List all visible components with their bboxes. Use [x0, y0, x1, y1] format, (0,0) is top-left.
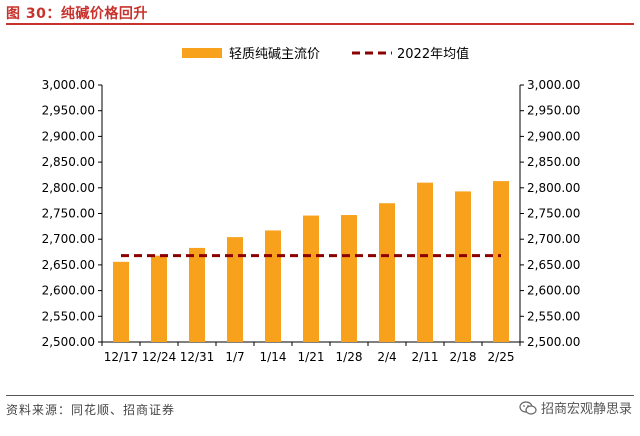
- y-tick-label-left: 2,600.00: [42, 284, 95, 298]
- y-tick-label-left: 2,800.00: [42, 181, 95, 195]
- x-tick-label: 2/4: [377, 350, 396, 364]
- footer-rule: [6, 395, 634, 396]
- legend-swatch-bar: [182, 48, 222, 58]
- y-tick-label-left: 2,850.00: [42, 155, 95, 169]
- y-tick-label-right: 2,600.00: [527, 284, 580, 298]
- legend-label-bar: 轻质纯碱主流价: [229, 47, 320, 62]
- x-tick-label: 12/24: [142, 350, 177, 364]
- y-axis-right-ticks: 2,500.00 2,550.00 2,600.00 2,650.00 2,700.00…: [520, 78, 580, 349]
- title-rule: [6, 23, 634, 25]
- bar: [303, 215, 319, 342]
- watermark-text: 招商宏观静思录: [540, 402, 632, 417]
- y-tick-label-left: 2,750.00: [42, 207, 95, 221]
- y-tick-label-right: 2,650.00: [527, 258, 580, 272]
- bar: [189, 247, 205, 342]
- x-tick-label: 12/31: [180, 350, 215, 364]
- figure-title: 图 30：纯碱价格回升: [6, 6, 148, 22]
- x-tick-label: 1/14: [260, 350, 287, 364]
- y-tick-label-left: 2,550.00: [42, 309, 95, 323]
- x-tick-label: 12/17: [104, 350, 139, 364]
- legend: 轻质纯碱主流价 2022年均值: [182, 46, 469, 62]
- y-tick-label-right: 2,550.00: [527, 309, 580, 323]
- y-tick-label-right: 2,750.00: [527, 207, 580, 221]
- bar: [227, 237, 243, 342]
- y-tick-label-right: 2,500.00: [527, 335, 580, 349]
- chart: 轻质纯碱主流价 2022年均值 2,500.002,550.002,600.002…: [42, 46, 581, 364]
- x-tick-label: 1/28: [336, 350, 363, 364]
- y-tick-label-right: 2,850.00: [527, 155, 580, 169]
- y-tick-label-left: 2,700.00: [42, 232, 95, 246]
- y-tick-label-left: 3,000.00: [42, 78, 95, 92]
- y-tick-label-right: 2,700.00: [527, 232, 580, 246]
- y-tick-label-right: 3,000.00: [527, 78, 580, 92]
- bar: [113, 261, 129, 342]
- x-tick-label: 1/7: [225, 350, 244, 364]
- y-tick-label-left: 2,950.00: [42, 104, 95, 118]
- legend-label-line: 2022年均值: [397, 46, 469, 62]
- bar: [379, 203, 395, 342]
- watermark: 招商宏观静思录: [519, 398, 632, 417]
- wechat-icon: [519, 400, 537, 415]
- y-tick-label-right: 2,950.00: [527, 104, 580, 118]
- y-tick-label-right: 2,800.00: [527, 181, 580, 195]
- x-tick-label: 1/21: [298, 350, 325, 364]
- y-tick-label-left: 2,650.00: [42, 258, 95, 272]
- y-axis-left-ticks: 2,500.00 2,550.00 2,600.00 2,650.00 2,700.00…: [42, 78, 102, 349]
- y-tick-label-right: 2,900.00: [527, 129, 580, 143]
- bar: [151, 255, 167, 342]
- bar-series: [113, 181, 509, 342]
- bar: [455, 191, 471, 342]
- x-tick-label: 2/18: [450, 350, 477, 364]
- source-note: 资料来源：同花顺、招商证券: [6, 403, 176, 417]
- y-tick-label-left: 2,900.00: [42, 129, 95, 143]
- bar: [265, 230, 281, 342]
- y-tick-label-left: 2,500.00: [42, 335, 95, 349]
- bar: [341, 215, 357, 342]
- bar: [493, 181, 509, 342]
- x-tick-label: 2/25: [488, 350, 515, 364]
- x-tick-label: 2/11: [412, 350, 439, 364]
- bar: [417, 182, 433, 342]
- x-axis-ticks: 12/17 12/24 12/31 1/7 1/14 1/21 1/28 2/4 2/11 2/1…: [101, 342, 521, 364]
